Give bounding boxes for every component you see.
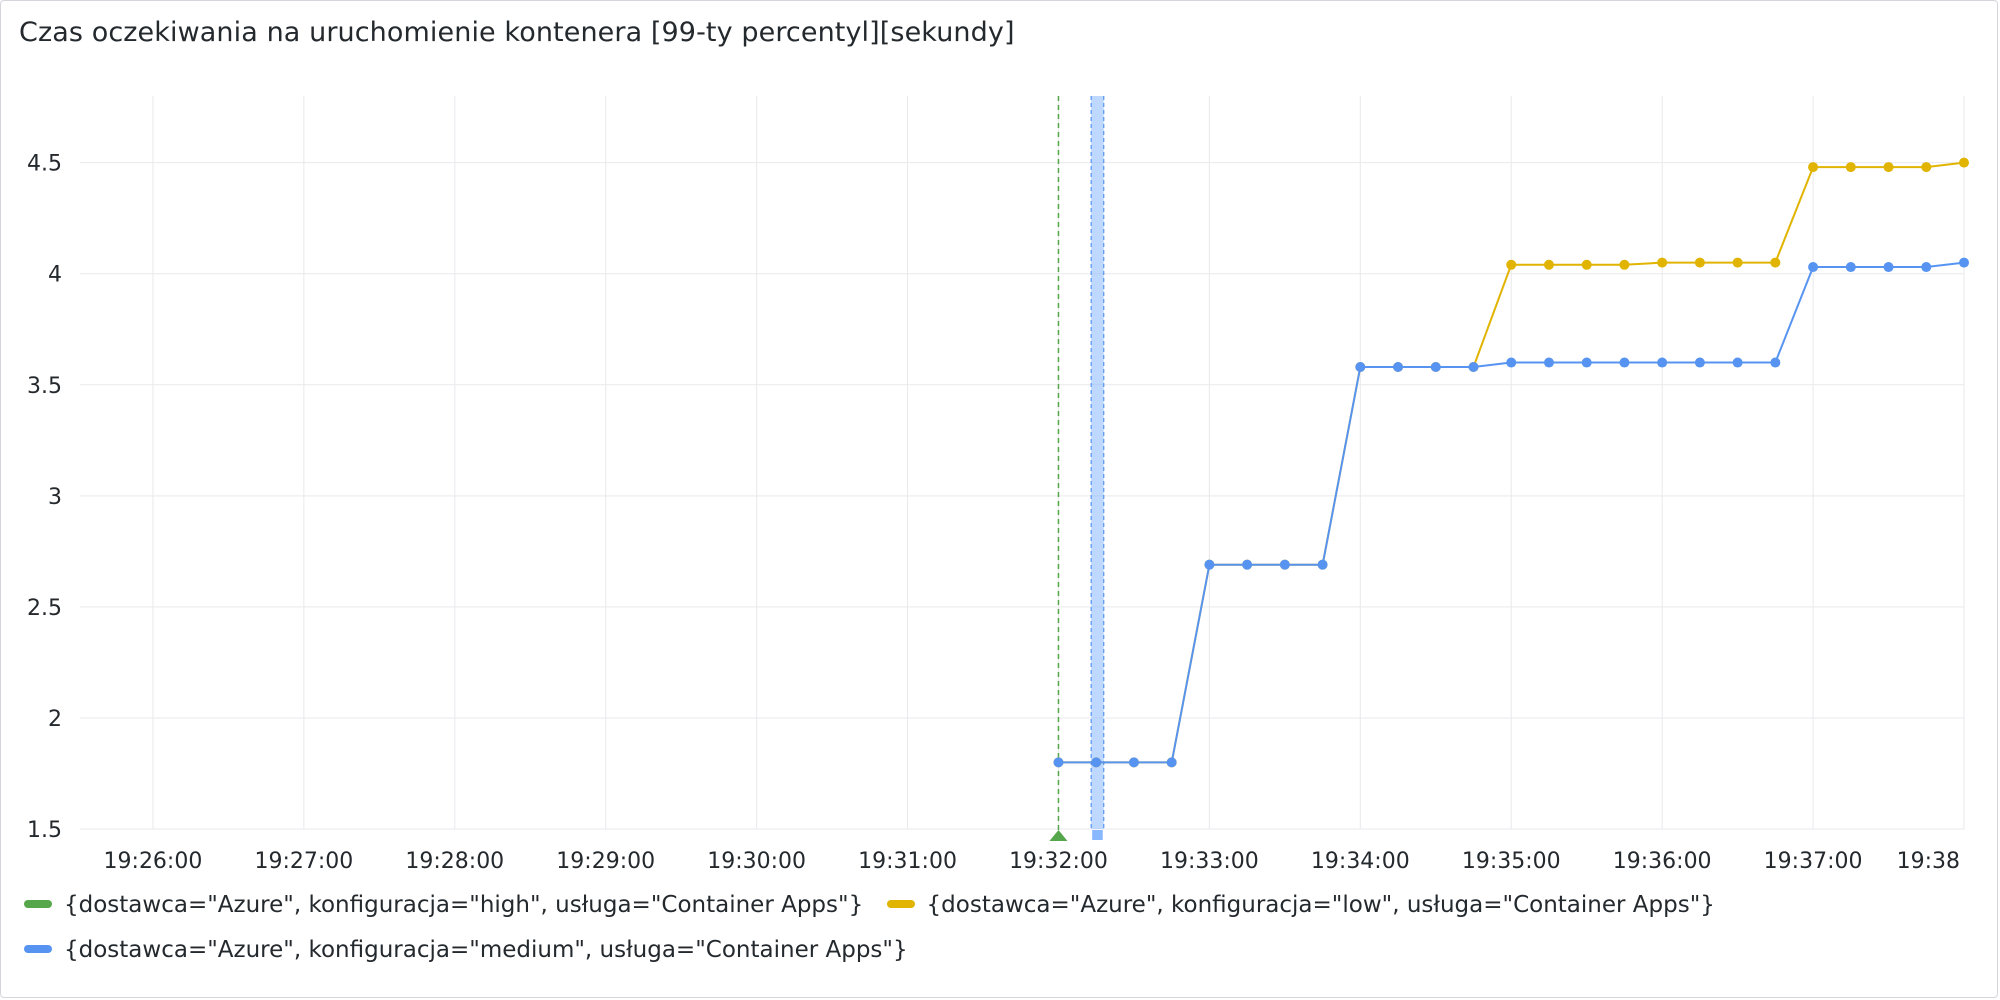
data-point-medium — [1091, 757, 1102, 768]
data-point-medium — [1619, 357, 1630, 368]
data-point-medium — [1581, 357, 1592, 368]
x-tick-label: 19:30:00 — [707, 849, 806, 874]
x-tick-label: 19:28:00 — [405, 849, 504, 874]
legend-row-2: {dostawca="Azure", konfiguracja="medium"… — [24, 937, 924, 963]
legend-swatch-medium — [24, 944, 52, 953]
data-point-medium — [1355, 361, 1366, 372]
data-point-medium — [1657, 357, 1668, 368]
legend-item-medium[interactable]: {dostawca="Azure", konfiguracja="medium"… — [24, 937, 908, 963]
data-point-low — [1845, 162, 1856, 173]
legend-swatch-high — [24, 899, 52, 908]
legend-item-high[interactable]: {dostawca="Azure", konfiguracja="high", … — [24, 892, 863, 918]
data-point-medium — [1317, 559, 1328, 570]
x-tick-label: 19:31:00 — [858, 849, 957, 874]
data-point-low — [1657, 257, 1668, 268]
annotation-marker — [1049, 830, 1068, 841]
data-point-medium — [1468, 361, 1479, 372]
data-point-low — [1808, 162, 1819, 173]
data-point-low — [1543, 259, 1554, 270]
data-point-medium — [1808, 262, 1819, 273]
y-tick-label: 3 — [48, 485, 62, 510]
legend-label-medium: {dostawca="Azure", konfiguracja="medium"… — [64, 937, 908, 963]
y-tick-label: 3.5 — [27, 374, 62, 399]
x-tick-label: 19:37:00 — [1764, 849, 1863, 874]
data-point-medium — [1166, 757, 1177, 768]
x-tick-label: 19:29:00 — [556, 849, 655, 874]
legend-row-1: {dostawca="Azure", konfiguracja="high", … — [24, 892, 1731, 918]
x-tick-label: 19:34:00 — [1311, 849, 1410, 874]
x-tick-label: 19:27:00 — [254, 849, 353, 874]
x-tick-label: 19:32:00 — [1009, 849, 1108, 874]
x-tick-label: 19:26:00 — [104, 849, 203, 874]
legend-swatch-low — [886, 899, 915, 908]
data-point-low — [1770, 257, 1781, 268]
y-tick-label: 4.5 — [27, 152, 62, 177]
y-tick-label: 4 — [48, 263, 62, 288]
data-point-medium — [1393, 361, 1404, 372]
data-point-medium — [1204, 559, 1215, 570]
data-point-medium — [1543, 357, 1554, 368]
legend-label-high: {dostawca="Azure", konfiguracja="high", … — [64, 892, 864, 918]
data-point-low — [1959, 157, 1969, 168]
data-point-medium — [1128, 757, 1139, 768]
legend-label-low: {dostawca="Azure", konfiguracja="low", u… — [926, 892, 1715, 918]
data-point-low — [1732, 257, 1743, 268]
data-point-medium — [1430, 361, 1441, 372]
data-point-medium — [1053, 757, 1064, 768]
data-point-medium — [1959, 257, 1969, 268]
data-point-low — [1506, 259, 1517, 270]
y-tick-label: 2 — [48, 707, 62, 732]
y-tick-label: 2.5 — [27, 596, 62, 621]
data-point-medium — [1732, 357, 1743, 368]
data-point-medium — [1770, 357, 1781, 368]
data-point-medium — [1921, 262, 1932, 273]
panel-title: Czas oczekiwania na uruchomienie kontene… — [19, 17, 1015, 48]
y-tick-label: 1.5 — [27, 818, 62, 843]
data-point-medium — [1242, 559, 1253, 570]
data-point-low — [1619, 259, 1630, 270]
x-tick-label: 19:36:00 — [1613, 849, 1712, 874]
data-point-medium — [1694, 357, 1705, 368]
x-tick-label: 19:38 — [1897, 849, 1960, 874]
data-point-low — [1581, 259, 1592, 270]
annotation-region-marker — [1092, 830, 1103, 840]
annotation-region — [1091, 96, 1104, 829]
data-point-medium — [1883, 262, 1894, 273]
data-point-medium — [1506, 357, 1517, 368]
x-tick-label: 19:35:00 — [1462, 849, 1561, 874]
data-point-low — [1921, 162, 1932, 173]
legend-item-low[interactable]: {dostawca="Azure", konfiguracja="low", u… — [886, 892, 1715, 918]
data-point-low — [1883, 162, 1894, 173]
x-tick-label: 19:33:00 — [1160, 849, 1259, 874]
data-point-medium — [1845, 262, 1856, 273]
data-point-low — [1694, 257, 1705, 268]
data-point-medium — [1279, 559, 1290, 570]
